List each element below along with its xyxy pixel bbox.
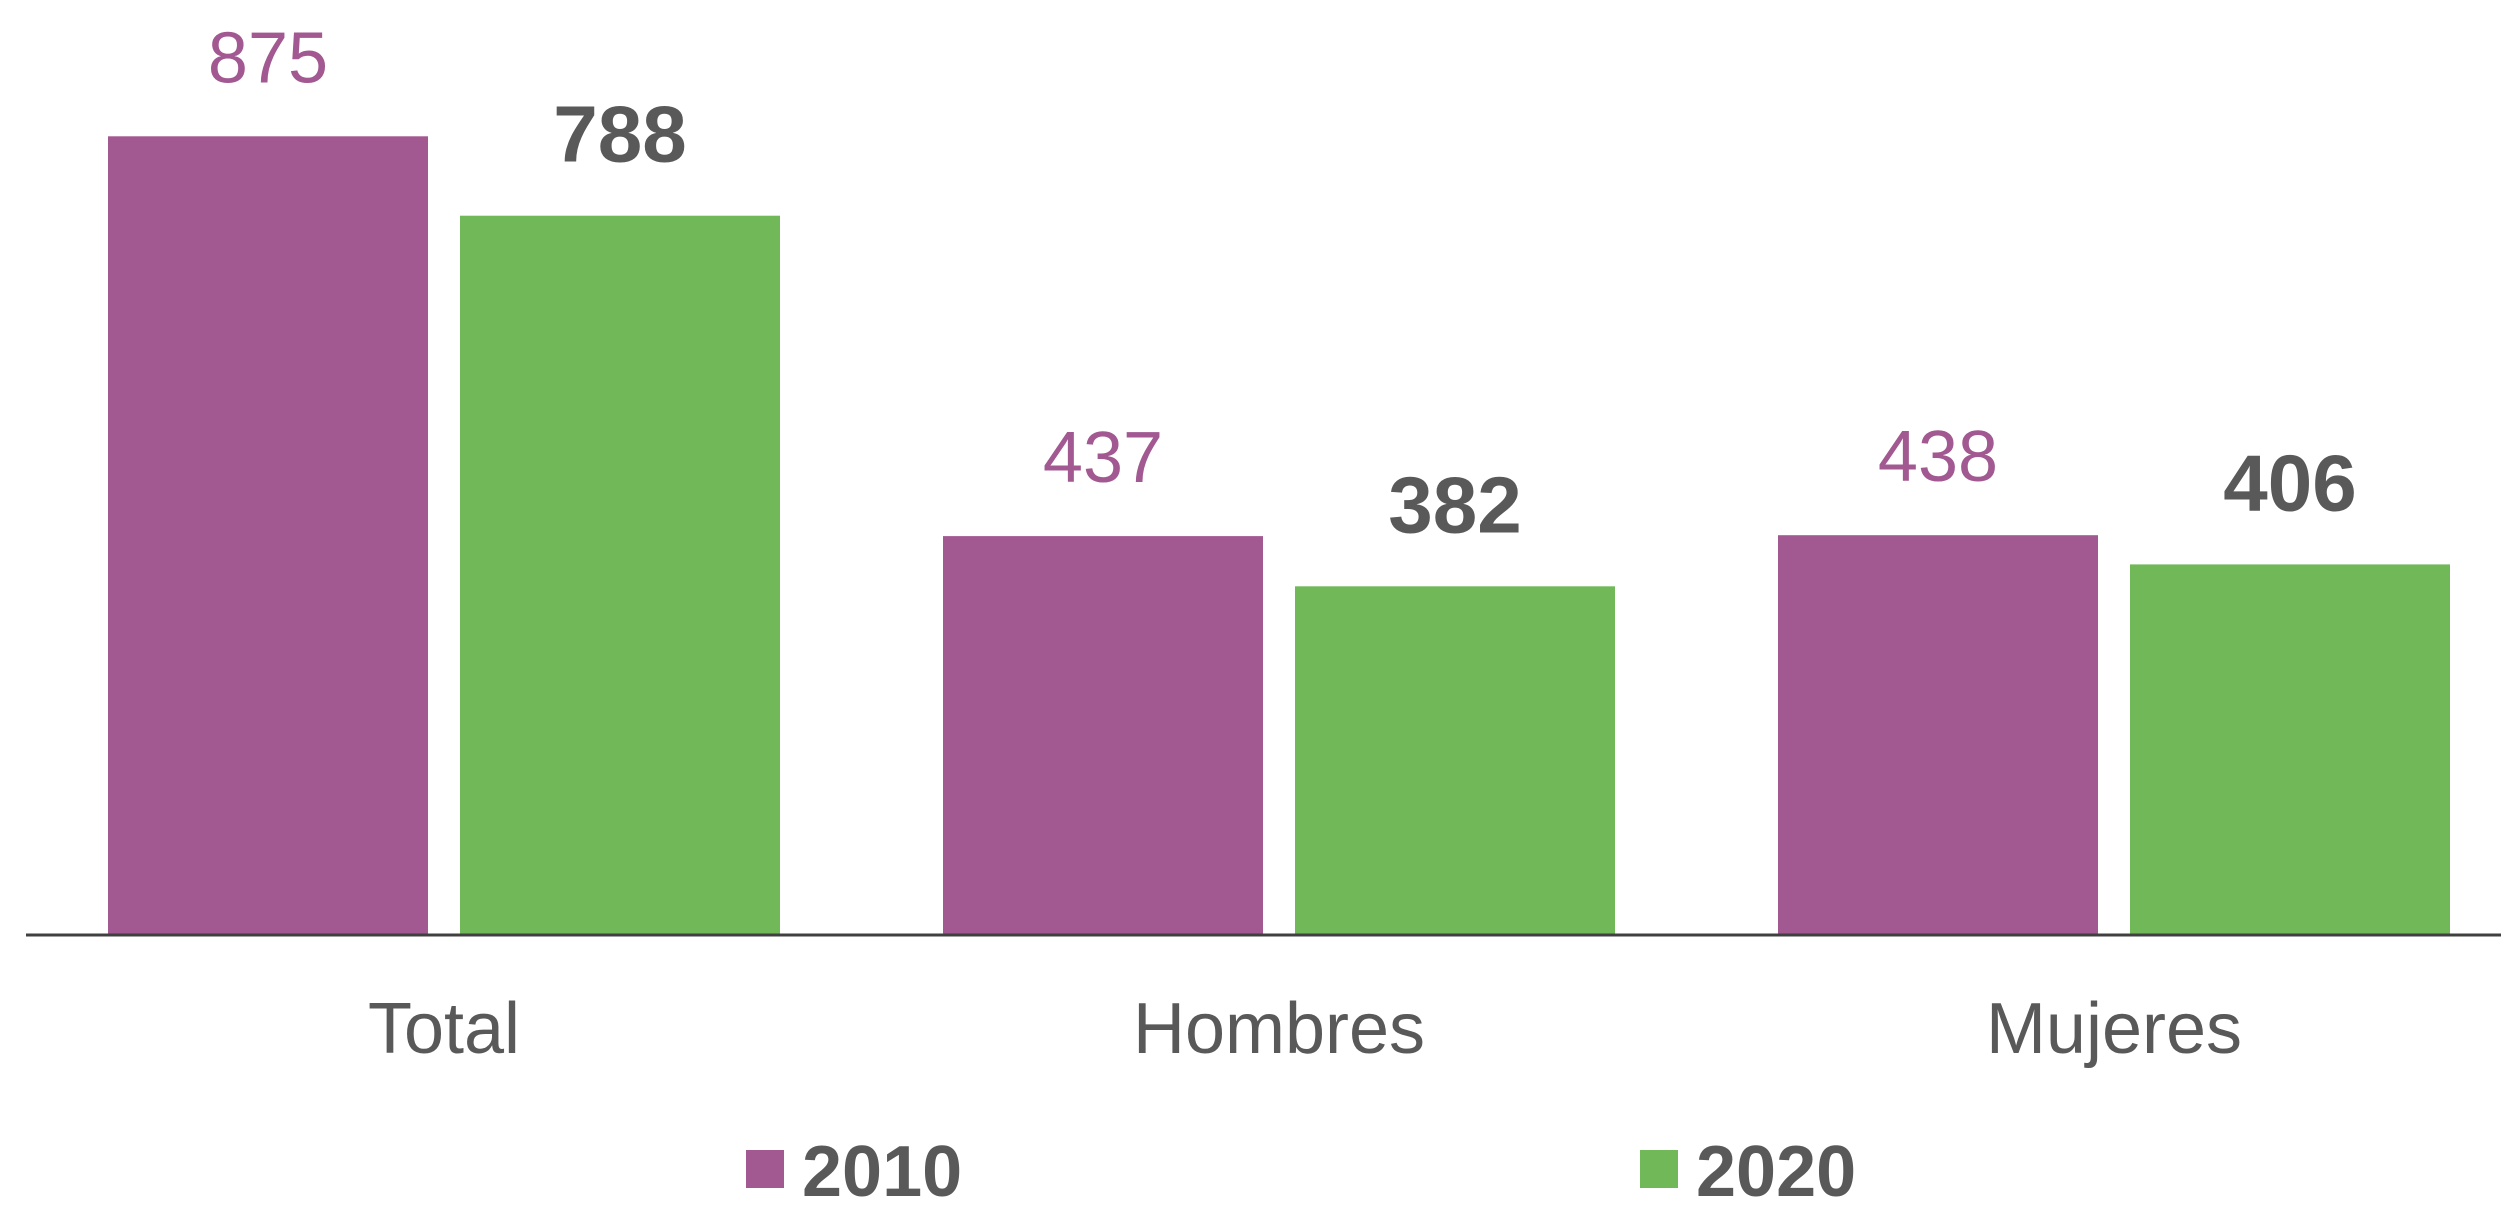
bars-layer xyxy=(108,136,2450,936)
category-label-total: Total xyxy=(368,989,520,1069)
bar-total-2020 xyxy=(460,215,780,935)
legend-swatch-2010 xyxy=(746,1150,784,1188)
bar-mujeres-2010 xyxy=(1778,535,2098,935)
bar-mujeres-2020 xyxy=(2130,564,2450,935)
bar-hombres-2010 xyxy=(943,536,1263,935)
value-label-total-2020: 788 xyxy=(553,90,686,179)
legend-swatch-2020 xyxy=(1640,1150,1678,1188)
category-label-hombres: Hombres xyxy=(1133,989,1425,1069)
value-label-mujeres-2020: 406 xyxy=(2223,438,2356,527)
value-labels-layer: 875 788 437 382 438 406 xyxy=(208,18,2357,549)
value-label-total-2010: 875 xyxy=(208,18,328,98)
legend-label-2020: 2020 xyxy=(1696,1132,1856,1205)
category-label-mujeres: Mujeres xyxy=(1986,989,2242,1069)
bar-hombres-2020 xyxy=(1295,586,1615,935)
value-label-hombres-2020: 382 xyxy=(1388,460,1521,549)
legend: 2010 2020 xyxy=(746,1132,1856,1205)
value-label-mujeres-2010: 438 xyxy=(1878,417,1998,497)
category-labels-layer: Total Hombres Mujeres xyxy=(368,989,2242,1069)
bar-total-2010 xyxy=(108,136,428,936)
value-label-hombres-2010: 437 xyxy=(1043,418,1163,498)
legend-label-2010: 2010 xyxy=(802,1132,962,1205)
